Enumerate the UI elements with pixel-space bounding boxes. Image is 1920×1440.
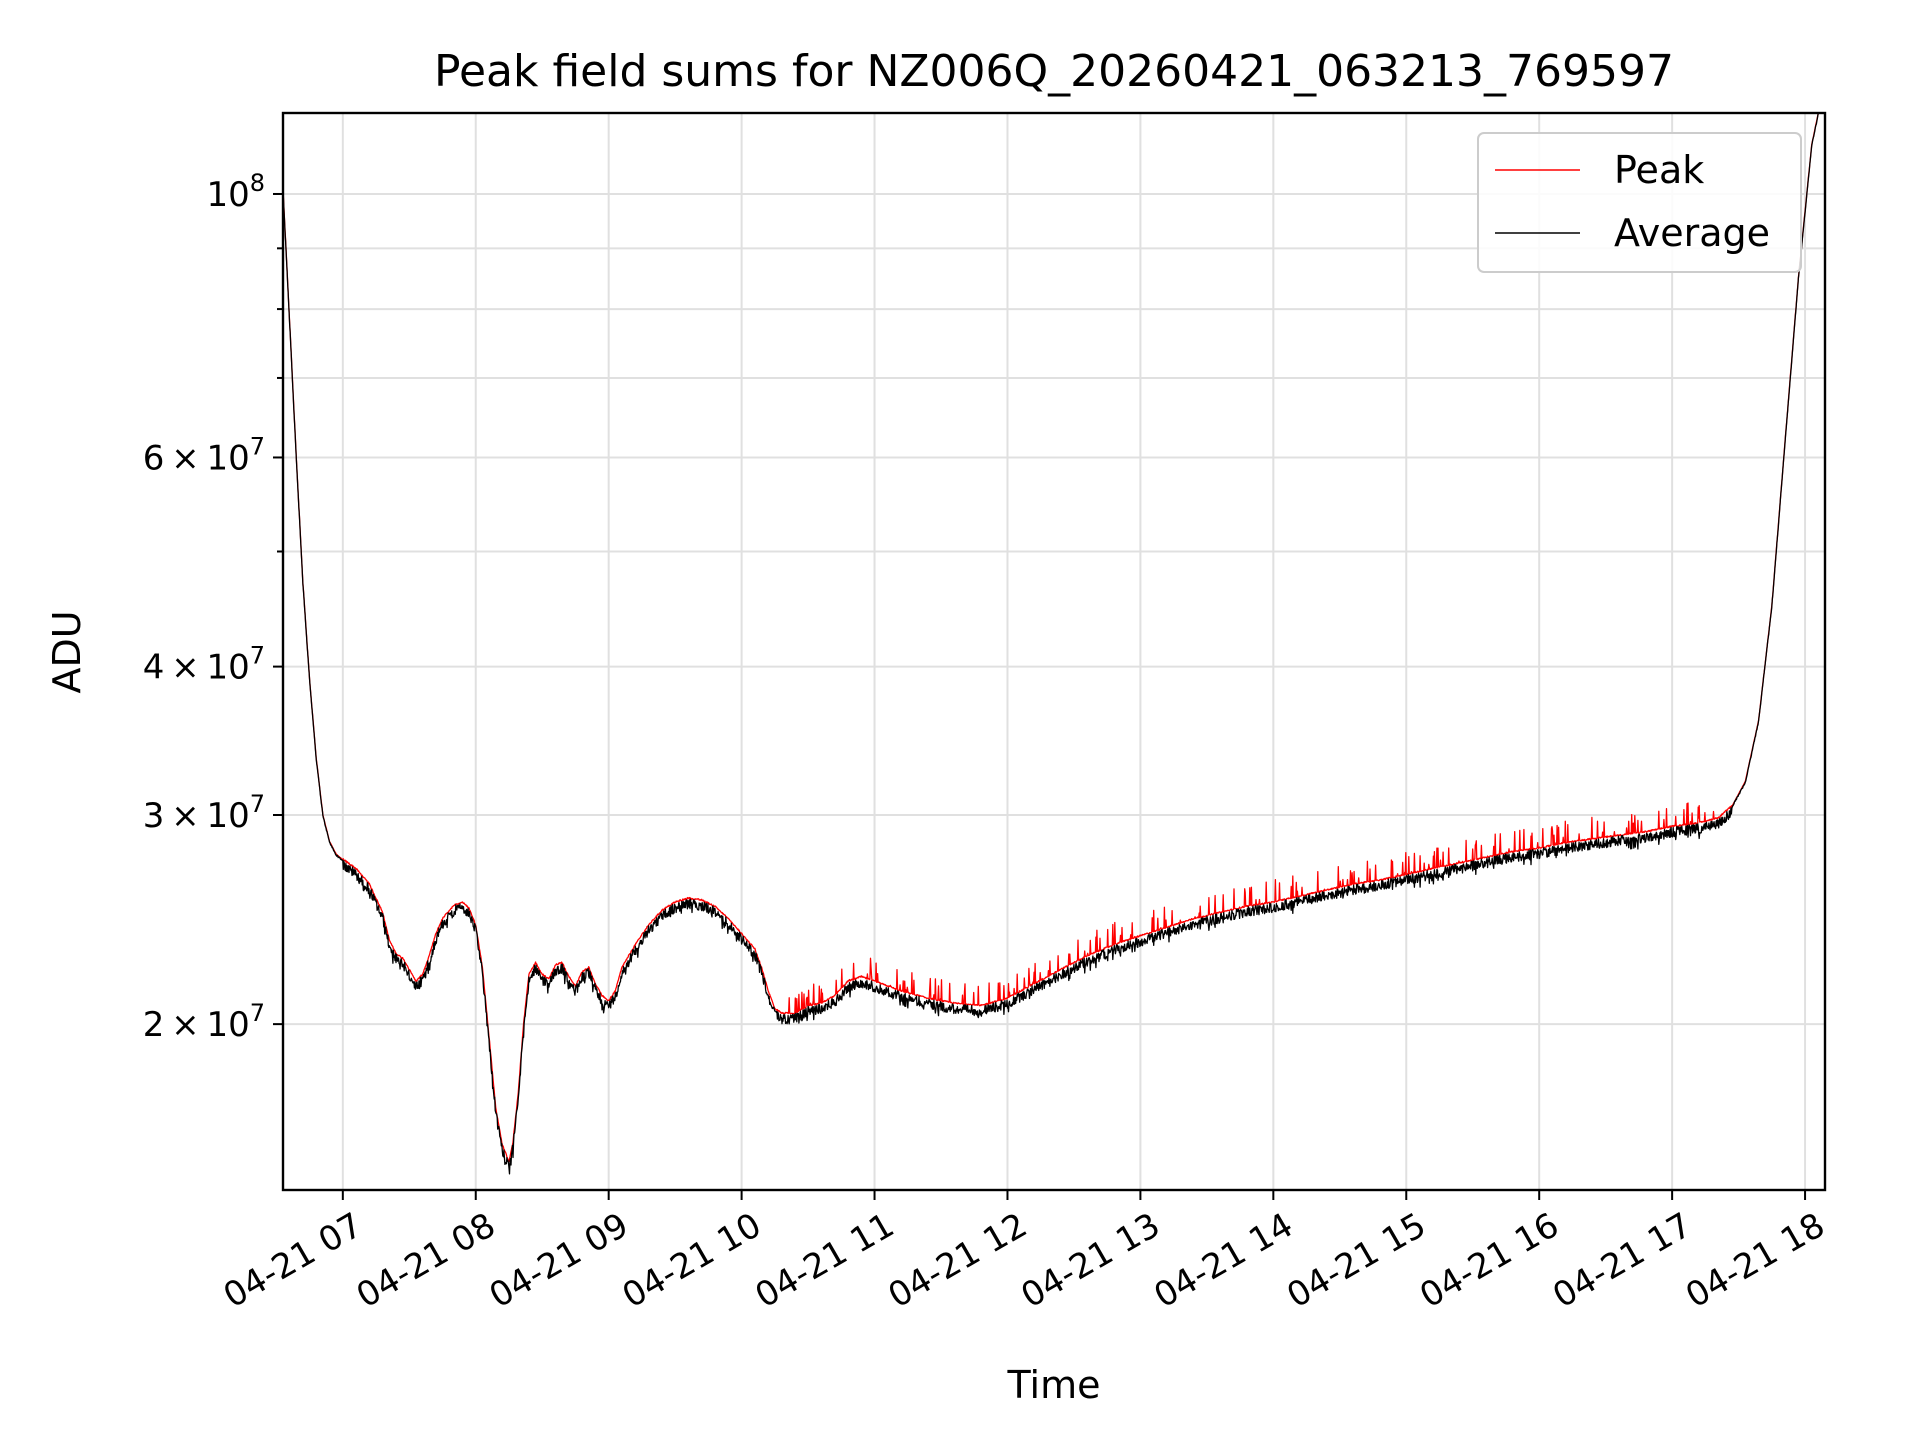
legend-peak-label: Peak xyxy=(1614,148,1704,192)
y-tick-label: 2 × 107 xyxy=(143,999,265,1045)
grid xyxy=(283,113,1825,1190)
legend-average-label: Average xyxy=(1614,211,1770,255)
y-tick-label: 6 × 107 xyxy=(143,432,265,478)
average-series-line xyxy=(283,113,1819,1175)
x-axis-label: Time xyxy=(1007,1363,1101,1407)
series-area xyxy=(283,113,1819,1175)
peak-series-line xyxy=(283,113,1819,1163)
y-tick-label: 3 × 107 xyxy=(143,790,265,836)
y-axis-label: ADU xyxy=(45,610,89,693)
y-tick-label: 108 xyxy=(206,169,265,215)
legend-box xyxy=(1477,132,1802,273)
legend: Peak Average xyxy=(1477,132,1802,273)
chart-title: Peak field sums for NZ006Q_20260421_0632… xyxy=(434,46,1674,97)
series-group xyxy=(283,113,1819,1175)
plot-frame xyxy=(281,111,1827,1192)
y-tick-label: 4 × 107 xyxy=(143,642,265,688)
